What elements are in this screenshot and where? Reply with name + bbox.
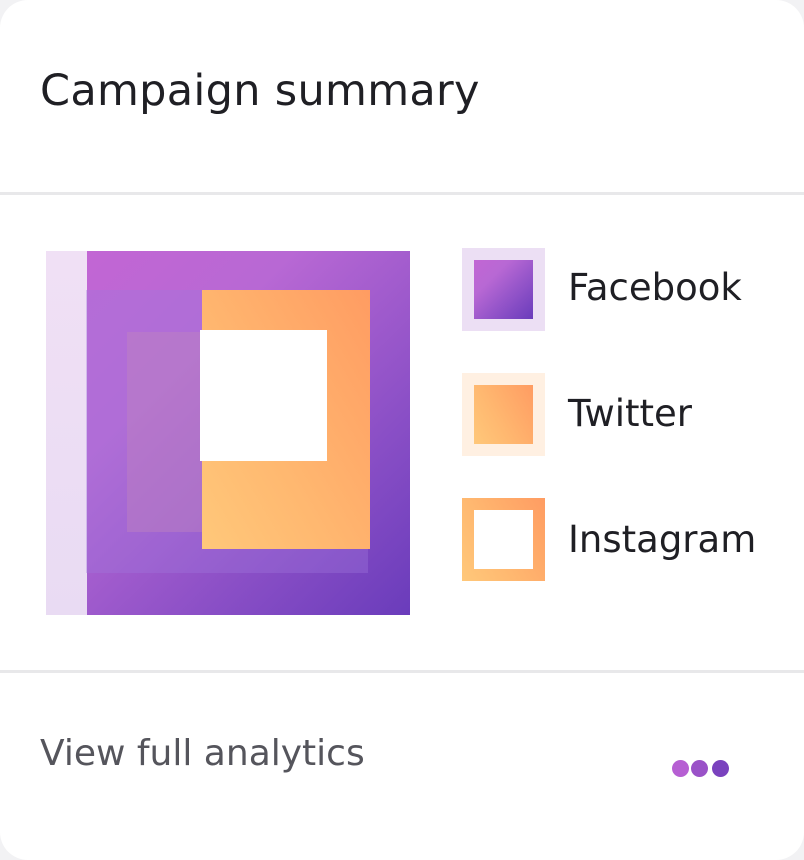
twitter-swatch	[462, 373, 545, 456]
card-title: Campaign summary	[40, 66, 480, 116]
legend-instagram: Instagram	[568, 518, 757, 561]
divider	[0, 192, 804, 195]
legend-twitter: Twitter	[568, 392, 693, 435]
legend-facebook: Facebook	[568, 266, 742, 309]
campaign-graphic	[46, 251, 410, 615]
view-full-analytics-link[interactable]: View full analytics	[40, 733, 365, 774]
instagram-block	[200, 330, 327, 461]
instagram-swatch	[462, 498, 545, 581]
facebook-faded-strip	[46, 251, 87, 615]
twitter-faded-block	[127, 332, 203, 532]
more-dots-icon[interactable]	[668, 750, 738, 786]
facebook-swatch	[462, 248, 545, 331]
divider	[0, 670, 804, 673]
